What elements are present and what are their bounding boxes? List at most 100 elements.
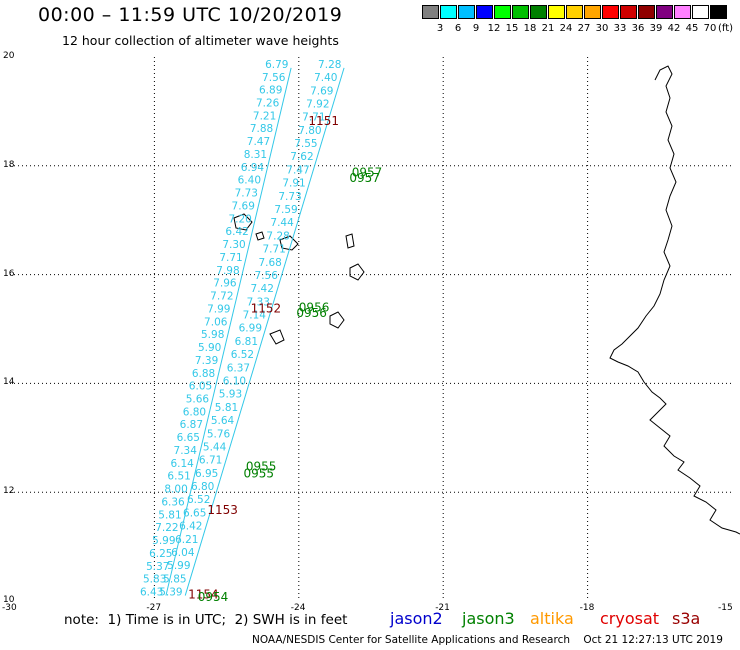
wave-height-label: 7.55 [294,138,317,150]
wave-height-label: 8.00 [164,484,187,496]
legend-swatch [692,5,709,19]
legend-level-label: 21 [541,23,555,34]
legend-swatch [710,5,727,19]
x-tick-label: -18 [579,603,595,613]
wave-height-label: 7.33 [247,296,270,308]
wave-height-label: 7.14 [243,310,267,322]
footer-note: note: 1) Time is in UTC; 2) SWH is in fe… [64,612,348,628]
wave-height-label: 6.99 [239,323,262,335]
y-tick-label: 12 [3,486,15,497]
legend-swatch [566,5,583,19]
legend-swatch [548,5,565,19]
wave-height-label: 7.71 [219,252,242,264]
wave-height-label: 7.59 [274,204,297,216]
wave-height-label: 7.96 [213,278,237,290]
wave-height-label: 5.85 [163,573,186,585]
legend-swatch [656,5,673,19]
satellite-name-altika: altika [530,609,574,628]
wave-height-label: 8.31 [244,149,267,161]
legend-level-label: 45 [685,23,699,34]
pass-time-label: 1152 [251,302,282,316]
wave-height-label: 7.62 [290,151,313,163]
wave-height-label: 6.87 [180,419,203,431]
coastline-africa [609,65,740,535]
legend-level-label: 3 [436,23,444,34]
legend-swatch [494,5,511,19]
wave-height-label: 7.56 [255,270,279,282]
wave-height-label: 6.79 [265,59,288,71]
wave-height-label: 7.20 [228,213,251,225]
page-title: 00:00 – 11:59 UTC 10/20/2019 [38,4,343,26]
pass-time-label: 0957 [349,171,380,185]
x-tick-label: -24 [290,603,306,613]
wave-height-label: 6.40 [238,175,261,187]
y-tick-label: 18 [3,159,15,170]
legend-level-label: 42 [667,23,681,34]
legend-swatch [602,5,619,19]
ground-track-line [184,67,345,596]
satellite-name-s3a: s3a [672,609,701,628]
y-tick-label: 14 [3,377,15,388]
pass-time-label: 0957 [352,166,383,180]
wave-height-label: 5.83 [143,574,166,586]
pass-time-label: 1154 [188,587,219,601]
wave-height-label: 5.99 [167,560,190,572]
wave-height-label: 5.93 [219,389,242,401]
legend-level-label: 33 [613,23,627,34]
pass-time-label: 0954 [198,590,229,604]
wave-height-label: 5.44 [203,441,227,453]
wave-height-label: 5.98 [201,329,224,341]
wave-height-label: 6.81 [235,336,258,348]
legend-level-label: 39 [649,23,663,34]
wave-height-label: 7.92 [306,98,329,110]
pass-time-label: 1151 [308,114,339,128]
legend-swatch [440,5,457,19]
wave-height-label: 7.56 [262,72,286,84]
wave-height-label: 5.37 [146,561,169,573]
ground-track-line [165,67,292,596]
wave-height-label: 6.89 [259,85,282,97]
satellite-name-cryosat: cryosat [600,609,660,628]
wave-height-label: 7.47 [286,164,309,176]
wave-height-label: 6.14 [170,458,194,470]
wave-height-label: 7.71 [302,112,325,124]
wave-height-label: 7.44 [270,217,294,229]
wave-height-label: 5.90 [198,342,221,354]
legend-level-label: 6 [454,23,462,34]
wave-height-label: 6.10 [223,375,246,387]
y-tick-label: 16 [3,268,15,279]
satellite-name-jason2: jason2 [390,609,443,628]
legend-unit: (ft) [718,23,734,34]
wave-height-label: 7.69 [310,85,333,97]
wave-height-label: 6.65 [177,432,200,444]
wave-height-label: 7.69 [232,200,255,212]
wave-height-label: 6.94 [241,162,265,174]
wave-height-label: 6.95 [195,468,218,480]
wave-height-label: 6.80 [183,406,206,418]
wave-height-label: 5.39 [159,587,182,599]
legend-swatch [422,5,439,19]
wave-height-label: 7.40 [314,72,337,84]
legend-level-label: 24 [559,23,573,34]
wave-height-label: 6.71 [199,455,222,467]
wave-height-label: 7.26 [256,97,280,109]
wave-height-label: 6.88 [192,368,215,380]
legend-swatch [620,5,637,19]
wave-height-label: 6.37 [227,362,250,374]
wave-height-label: 7.88 [250,123,273,135]
legend-swatch [674,5,691,19]
wave-height-label: 7.28 [318,59,341,71]
pass-time-label: 0956 [296,306,327,320]
wave-height-label: 7.28 [266,230,289,242]
wave-height-label: 7.98 [216,265,239,277]
x-tick-label: -15 [718,603,733,613]
wave-height-label: 7.34 [174,445,198,457]
y-tick-label: 10 [3,595,15,605]
pass-time-label: 0955 [243,467,274,481]
legend-swatch [458,5,475,19]
legend-level-label: 70 [703,23,717,34]
cape-verde-and-canary-islands [233,213,365,345]
